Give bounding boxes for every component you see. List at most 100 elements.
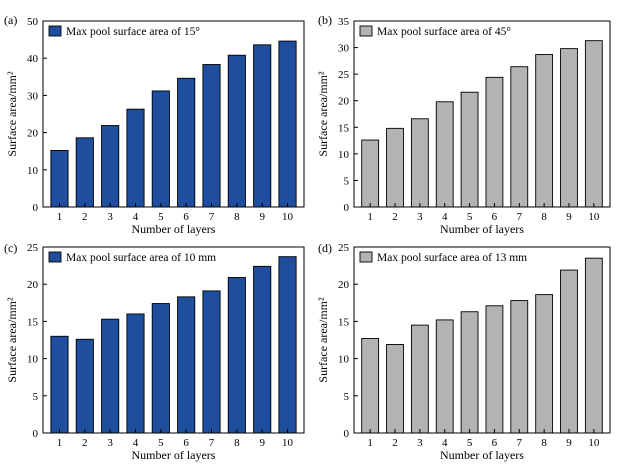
bar-5	[460, 311, 479, 434]
x-tick-label: 4	[133, 437, 139, 449]
x-tick-label: 5	[158, 211, 164, 223]
x-tick-label: 4	[133, 211, 139, 223]
y-tick-label: 35	[338, 16, 350, 28]
y-axis-label: Surface area/mm²	[316, 71, 330, 157]
panel-label: (b)	[318, 13, 332, 27]
bar-8	[535, 54, 554, 208]
plot-frame	[353, 20, 611, 208]
x-tick-label: 2	[392, 211, 398, 223]
y-tick-label: 25	[338, 242, 350, 254]
legend-swatch	[48, 25, 62, 37]
bar-7	[510, 300, 529, 434]
bar-3	[101, 318, 120, 434]
bar-4	[435, 101, 454, 208]
bar-8	[227, 54, 246, 208]
x-tick-label: 10	[588, 437, 600, 449]
x-tick-label: 6	[183, 211, 189, 223]
bar-3	[410, 324, 429, 434]
x-tick-label: 8	[234, 211, 240, 223]
bar-9	[253, 44, 272, 208]
bar-7	[510, 66, 529, 208]
plot-frame	[353, 246, 611, 434]
y-tick-label: 40	[27, 53, 39, 65]
bar-2	[75, 338, 94, 434]
y-tick-label: 0	[344, 428, 350, 440]
legend-swatch	[48, 251, 62, 263]
x-tick-label: 3	[417, 437, 423, 449]
bar-9	[253, 265, 272, 434]
bar-7	[202, 64, 221, 208]
x-tick-label: 10	[588, 211, 600, 223]
x-tick-label: 8	[541, 211, 547, 223]
x-tick-label: 1	[367, 211, 373, 223]
panel-label: (d)	[318, 241, 332, 255]
x-axis-label: Number of layers	[132, 222, 216, 236]
bar-6	[177, 296, 196, 434]
bar-4	[126, 313, 145, 434]
bar-2	[75, 137, 94, 208]
x-tick-label: 1	[367, 437, 373, 449]
x-tick-label: 3	[417, 211, 423, 223]
x-tick-label: 9	[259, 211, 265, 223]
bar-10	[278, 40, 297, 208]
y-tick-label: 10	[27, 165, 39, 177]
x-tick-label: 1	[57, 437, 63, 449]
y-tick-label: 20	[338, 279, 350, 291]
x-tick-label: 3	[107, 437, 113, 449]
bar-1	[361, 338, 380, 434]
y-axis-label: Surface area/mm²	[5, 297, 19, 383]
x-tick-label: 4	[442, 211, 448, 223]
x-axis-label: Number of layers	[440, 448, 524, 462]
x-tick-label: 10	[282, 211, 294, 223]
x-tick-label: 8	[234, 437, 240, 449]
x-tick-label: 2	[82, 437, 88, 449]
x-tick-label: 6	[492, 437, 498, 449]
bar-2	[386, 127, 404, 208]
bar-10	[278, 256, 297, 434]
y-axis-label: Surface area/mm²	[5, 71, 19, 157]
legend-swatch	[359, 25, 373, 37]
chart-panel-1: 0 10 20 30 40 50 1 2 3 4 5 6 7 8 9 10 Number of layers Su…	[4, 13, 305, 236]
y-tick-label: 10	[27, 354, 39, 366]
legend-swatch	[359, 251, 373, 263]
x-tick-label: 7	[517, 437, 523, 449]
y-tick-label: 15	[27, 316, 39, 328]
bar-5	[460, 91, 479, 208]
y-tick-label: 25	[27, 242, 39, 254]
y-tick-label: 0	[33, 428, 39, 440]
x-tick-label: 8	[541, 437, 547, 449]
y-tick-label: 25	[338, 69, 350, 81]
legend-label: Max pool surface area of 10 mm	[66, 252, 216, 264]
bar-10	[584, 257, 603, 434]
x-axis-label: Number of layers	[132, 448, 216, 462]
x-tick-label: 2	[392, 437, 398, 449]
bar-1	[361, 139, 380, 208]
legend-label: Max pool surface area of 13 mm	[377, 252, 527, 264]
x-tick-label: 9	[259, 437, 265, 449]
bar-1	[50, 150, 69, 208]
bar-9	[560, 48, 578, 208]
bar-5	[151, 90, 170, 208]
x-tick-label: 6	[492, 211, 498, 223]
y-tick-label: 15	[338, 122, 350, 134]
bar-1	[50, 335, 69, 434]
x-axis-label: Number of layers	[440, 222, 524, 236]
y-tick-label: 10	[338, 149, 350, 161]
y-axis-label: Surface area/mm²	[316, 297, 330, 383]
y-tick-label: 30	[338, 43, 350, 55]
x-tick-label: 4	[442, 437, 448, 449]
bar-4	[435, 319, 454, 434]
x-tick-label: 3	[107, 211, 113, 223]
bar-10	[584, 40, 603, 208]
plot-frame	[42, 20, 305, 208]
y-tick-label: 30	[27, 90, 39, 102]
y-tick-label: 0	[344, 202, 350, 214]
y-tick-label: 20	[27, 279, 39, 291]
bar-2	[386, 344, 404, 434]
y-tick-label: 20	[27, 128, 39, 140]
legend-label: Max pool surface area of 15°	[66, 26, 200, 38]
bar-3	[410, 118, 429, 208]
x-tick-label: 5	[467, 437, 473, 449]
plot-frame	[42, 246, 305, 434]
